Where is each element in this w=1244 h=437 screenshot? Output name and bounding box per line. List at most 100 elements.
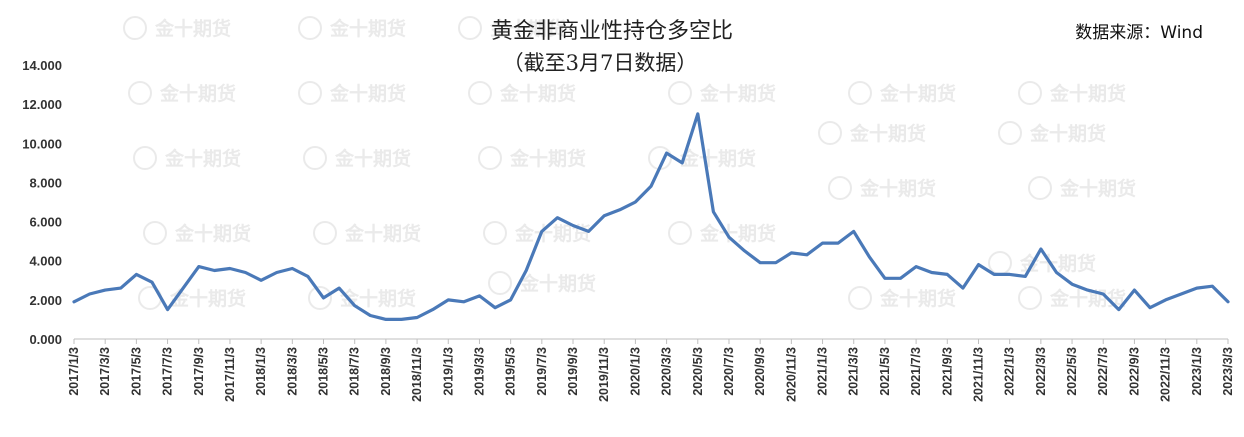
svg-text:金十期货: 金十期货 [514, 222, 591, 245]
x-tick-label: 2017/3/3 [98, 347, 112, 396]
x-tick-label: 2021/11/3 [971, 347, 985, 402]
watermark: 金十期货 [468, 81, 576, 105]
x-tick-label: 2019/1/3 [441, 347, 455, 396]
watermark: 金十期货 [128, 81, 236, 105]
series-line [72, 112, 1230, 321]
svg-text:金十期货: 金十期货 [699, 222, 776, 245]
y-tick-label: 14.000 [22, 58, 62, 73]
svg-text:金十期货: 金十期货 [1049, 287, 1126, 310]
watermark: 金十期货 [143, 221, 251, 245]
svg-text:金十期货: 金十期货 [1029, 122, 1106, 145]
x-tick-label: 2017/5/3 [129, 347, 143, 396]
y-tick-label: 0.000 [29, 332, 62, 347]
x-axis: 2017/1/3 2017/3/3 2017/5/3 2017/7/3 2017/9/3… [67, 339, 1235, 402]
x-tick-label: 2017/9/3 [192, 347, 206, 396]
x-tick-label: 2021/3/3 [847, 347, 861, 396]
svg-text:金十期货: 金十期货 [344, 222, 421, 245]
x-tick-label: 2018/11/3 [410, 347, 424, 402]
x-tick-label: 2018/9/3 [379, 347, 393, 396]
x-tick-label: 2020/11/3 [784, 347, 798, 402]
x-tick-label: 2017/7/3 [161, 347, 175, 396]
watermark: 金十期货 [668, 221, 776, 245]
x-tick-label: 2022/1/3 [1003, 347, 1017, 396]
watermark: 金十期货 [998, 121, 1106, 145]
watermark: 金十期货 [1018, 81, 1126, 105]
x-tick-label: 2020/9/3 [753, 347, 767, 396]
watermark: 金十期货 [308, 286, 416, 310]
x-tick-label: 2021/5/3 [878, 347, 892, 396]
x-tick-label: 2023/3/3 [1221, 347, 1235, 396]
x-tick-label: 2018/1/3 [254, 347, 268, 396]
watermark: 金十期货 [483, 221, 591, 245]
x-tick-label: 2019/11/3 [597, 347, 611, 402]
svg-text:金十期货: 金十期货 [499, 82, 576, 105]
svg-text:金十期货: 金十期货 [879, 82, 956, 105]
svg-text:金十期货: 金十期货 [1059, 177, 1136, 200]
svg-text:金十期货: 金十期货 [519, 272, 596, 295]
watermark: 金十期货 [133, 146, 241, 170]
watermark: 金十期货 [298, 81, 406, 105]
y-tick-label: 10.000 [22, 136, 62, 151]
watermark: 金十期货 [313, 221, 421, 245]
watermark: 金十期货 [478, 146, 586, 170]
watermark: 金十期货 [1018, 286, 1126, 310]
watermark: 金十期货 [828, 176, 936, 200]
svg-text:金十期货: 金十期货 [154, 17, 231, 40]
x-tick-label: 2020/7/3 [722, 347, 736, 396]
svg-text:金十期货: 金十期货 [489, 17, 566, 40]
svg-text:金十期货: 金十期货 [699, 82, 776, 105]
svg-text:金十期货: 金十期货 [509, 147, 586, 170]
x-tick-label: 2021/9/3 [940, 347, 954, 396]
y-tick-label: 8.000 [29, 175, 62, 190]
watermark: 金十期货 [1028, 176, 1136, 200]
x-tick-label: 2018/5/3 [317, 347, 331, 396]
watermark: 金十期货 [988, 251, 1096, 275]
chart-subtitle: （截至3月7日数据） [503, 51, 698, 75]
svg-text:金十期货: 金十期货 [339, 287, 416, 310]
x-tick-label: 2019/5/3 [504, 347, 518, 396]
svg-text:金十期货: 金十期货 [859, 177, 936, 200]
watermark: 金十期货 [298, 16, 406, 40]
watermark: 金十期货 [488, 271, 596, 295]
svg-text:金十期货: 金十期货 [1019, 252, 1096, 275]
watermark: 金十期货 [303, 146, 411, 170]
x-tick-label: 2023/1/3 [1190, 347, 1204, 396]
x-tick-label: 2019/7/3 [535, 347, 549, 396]
svg-text:金十期货: 金十期货 [159, 82, 236, 105]
svg-text:金十期货: 金十期货 [849, 122, 926, 145]
svg-text:金十期货: 金十期货 [174, 222, 251, 245]
svg-text:金十期货: 金十期货 [164, 147, 241, 170]
svg-text:金十期货: 金十期货 [334, 147, 411, 170]
x-tick-label: 2022/3/3 [1034, 347, 1048, 396]
watermark: 金十期货 [123, 16, 231, 40]
y-tick-label: 12.000 [22, 97, 62, 112]
svg-text:金十期货: 金十期货 [679, 147, 756, 170]
chart-title: 黄金非商业性持仓多空比 [491, 19, 733, 44]
x-tick-label: 2022/5/3 [1065, 347, 1079, 396]
x-tick-label: 2019/9/3 [566, 347, 580, 396]
watermark: 金十期货 [458, 16, 566, 40]
x-tick-label: 2018/7/3 [348, 347, 362, 396]
y-tick-label: 2.000 [29, 293, 62, 308]
x-tick-label: 2020/1/3 [628, 347, 642, 396]
x-tick-label: 2017/1/3 [67, 347, 81, 396]
watermark: 金十期货 [818, 121, 926, 145]
x-tick-label: 2018/3/3 [285, 347, 299, 396]
x-tick-label: 2022/9/3 [1127, 347, 1141, 396]
x-tick-label: 2017/11/3 [223, 347, 237, 402]
x-tick-label: 2022/11/3 [1159, 347, 1173, 402]
y-axis: 0.000 2.000 4.000 6.000 8.000 10.000 12.000 14.… [22, 58, 62, 347]
svg-text:金十期货: 金十期货 [329, 17, 406, 40]
svg-text:金十期货: 金十期货 [329, 82, 406, 105]
watermark: 金十期货 [668, 81, 776, 105]
y-tick-label: 6.000 [29, 215, 62, 230]
watermark: 金十期货 [848, 286, 956, 310]
x-tick-label: 2020/5/3 [691, 347, 705, 396]
x-tick-label: 2022/7/3 [1096, 347, 1110, 396]
svg-text:金十期货: 金十期货 [169, 287, 246, 310]
svg-text:金十期货: 金十期货 [1049, 82, 1126, 105]
svg-text:金十期货: 金十期货 [879, 287, 956, 310]
x-tick-label: 2021/1/3 [816, 347, 830, 396]
